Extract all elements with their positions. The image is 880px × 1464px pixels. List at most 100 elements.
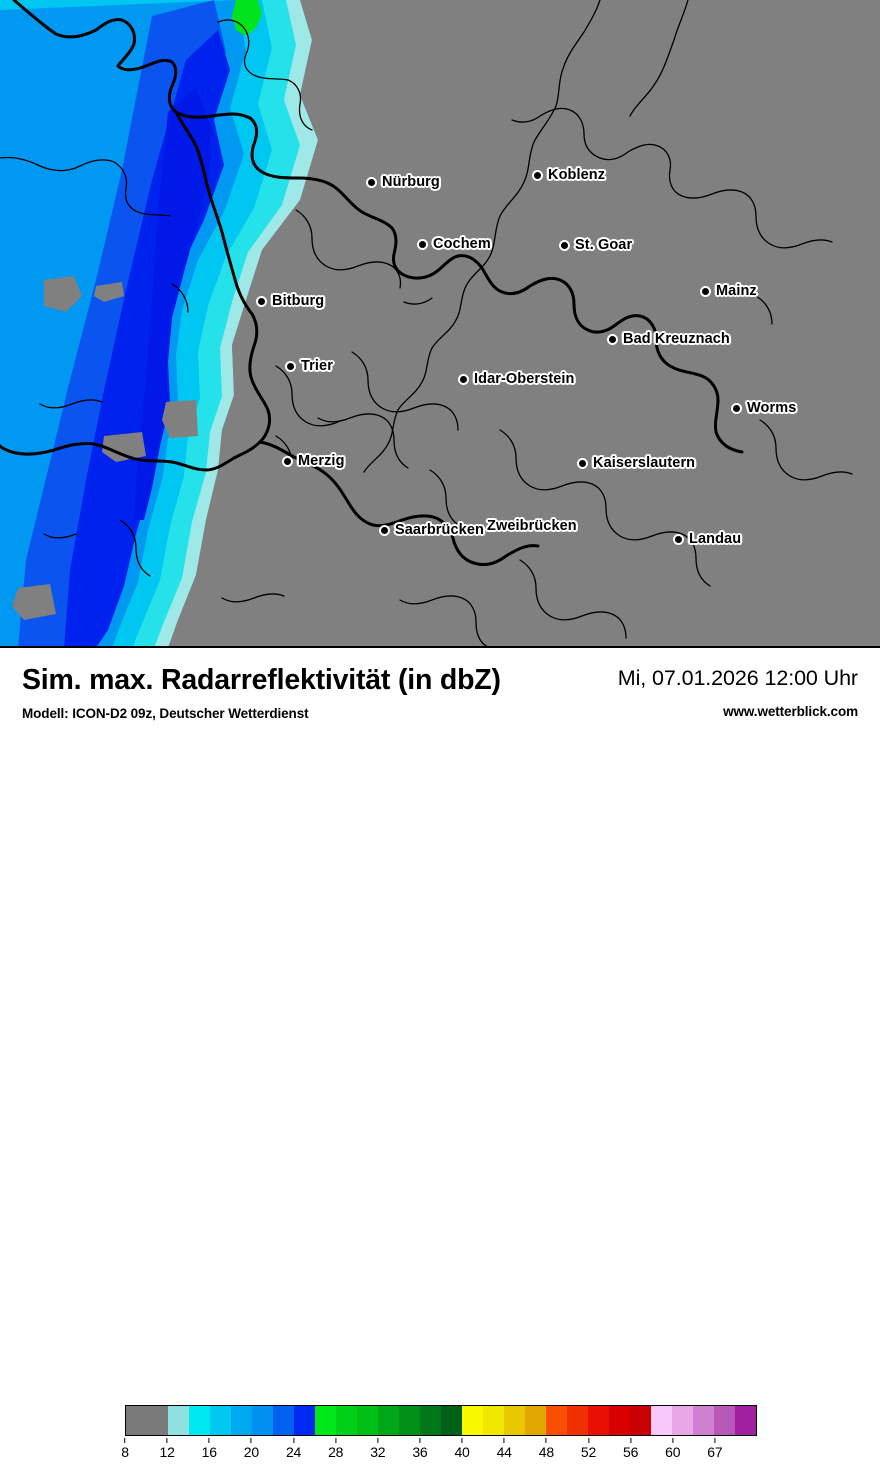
radar-hole-5 xyxy=(12,584,56,620)
model-subtitle: Modell: ICON-D2 09z, Deutscher Wetterdie… xyxy=(22,705,309,721)
city-name: Bitburg xyxy=(272,293,325,309)
colorbar-swatch xyxy=(714,1406,735,1435)
city-marker-icon xyxy=(700,285,711,297)
colorbar-swatches xyxy=(125,1405,757,1436)
city-name: Kaiserslautern xyxy=(593,455,696,471)
colorbar-tick: 44 xyxy=(497,1438,512,1460)
colorbar-tick: 12 xyxy=(160,1438,175,1460)
radar-map-panel: Nürburg Koblenz Cochem St. Goar Bitburg Mainz… xyxy=(0,0,880,648)
page-title: Sim. max. Radarreflektivität (in dbZ) xyxy=(22,664,501,696)
colorbar-swatch xyxy=(546,1406,567,1435)
colorbar-tick-line xyxy=(419,1438,421,1443)
colorbar-tick-line xyxy=(714,1438,716,1443)
colorbar-swatch xyxy=(399,1406,420,1435)
city-label-st-goar: St. Goar xyxy=(559,237,632,253)
city-marker-icon xyxy=(282,455,293,467)
website-label: www.wetterblick.com xyxy=(723,703,858,719)
colorbar-swatch xyxy=(567,1406,588,1435)
city-marker-icon xyxy=(731,402,742,414)
city-label-mainz: Mainz xyxy=(700,283,757,299)
city-label-saarbr-cken: Saarbrücken xyxy=(379,522,484,538)
colorbar-swatch xyxy=(525,1406,546,1435)
colorbar-swatch xyxy=(294,1406,315,1435)
radar-hole-4 xyxy=(162,400,198,438)
colorbar-tick-label: 44 xyxy=(496,1444,512,1460)
colorbar-tick-line xyxy=(587,1438,589,1443)
colorbar-swatch xyxy=(168,1406,189,1435)
colorbar-tick: 28 xyxy=(328,1438,343,1460)
colorbar-tick: 16 xyxy=(202,1438,217,1460)
colorbar-tick-label: 52 xyxy=(580,1444,597,1460)
colorbar-tick-label: 24 xyxy=(285,1444,302,1460)
city-name: Idar-Oberstein xyxy=(474,371,575,387)
valid-datetime: Mi, 07.01.2026 12:00 Uhr xyxy=(617,666,858,690)
colorbar-tick-line xyxy=(250,1438,252,1443)
city-name: Zweibrücken xyxy=(487,518,577,534)
colorbar-swatch xyxy=(693,1406,714,1435)
colorbar-swatch xyxy=(147,1406,168,1435)
colorbar-tick: 67 xyxy=(707,1438,723,1460)
political-borders-layer xyxy=(0,0,853,646)
colorbar-tick: 36 xyxy=(412,1438,428,1460)
city-marker-icon xyxy=(577,457,588,469)
city-name: Bad Kreuznach xyxy=(623,331,730,347)
colorbar-tick-label: 20 xyxy=(243,1444,259,1460)
title-block: Sim. max. Radarreflektivität (in dbZ) Mo… xyxy=(22,666,501,721)
colorbar-tick-line xyxy=(461,1438,463,1443)
colorbar-swatch xyxy=(651,1406,672,1435)
colorbar-tick-label: 32 xyxy=(370,1444,386,1460)
colorbar-swatch xyxy=(210,1406,231,1435)
colorbar-ticks: 8 12 16 20 24 28 32 36 40 44 48 52 56 60 67 xyxy=(121,1438,757,1464)
colorbar-tick-line xyxy=(377,1438,379,1443)
radar-hole-2 xyxy=(94,282,124,302)
city-marker-icon xyxy=(458,373,469,385)
city-label-koblenz: Koblenz xyxy=(532,167,605,183)
city-label-idar-oberstein: Idar-Oberstein xyxy=(458,371,575,387)
district-boundaries xyxy=(0,0,853,646)
footer-panel: Sim. max. Radarreflektivität (in dbZ) Mo… xyxy=(0,648,880,1460)
city-marker-icon xyxy=(559,239,570,251)
city-label-cochem: Cochem xyxy=(417,236,491,252)
city-name: Trier xyxy=(301,358,333,374)
city-label-landau: Landau xyxy=(673,531,741,547)
colorbar-swatch xyxy=(462,1406,483,1435)
colorbar-tick-label: 48 xyxy=(538,1444,554,1460)
colorbar-swatch xyxy=(483,1406,504,1435)
colorbar-swatch xyxy=(672,1406,693,1435)
colorbar-swatch xyxy=(273,1406,294,1435)
colorbar-tick-line xyxy=(335,1438,337,1443)
colorbar-swatch xyxy=(231,1406,252,1435)
echo-free-area xyxy=(168,0,880,646)
city-name: Merzig xyxy=(298,453,345,469)
colorbar-tick-line xyxy=(208,1438,210,1443)
colorbar-swatch xyxy=(588,1406,609,1435)
city-label-zweibr-cken: Zweibrücken xyxy=(487,518,577,534)
colorbar-swatch xyxy=(735,1406,756,1435)
colorbar-swatch xyxy=(189,1406,210,1435)
city-name: St. Goar xyxy=(575,237,633,253)
city-marker-icon xyxy=(285,360,296,372)
city-label-n-rburg: Nürburg xyxy=(366,174,440,190)
colorbar-tick-line xyxy=(293,1438,295,1443)
colorbar-tick: 48 xyxy=(539,1438,554,1460)
meta-block: Mi, 07.01.2026 12:00 Uhr www.wetterblick… xyxy=(617,666,858,719)
city-label-worms: Worms xyxy=(731,400,796,416)
city-name: Nürburg xyxy=(382,174,440,190)
city-label-merzig: Merzig xyxy=(282,453,345,469)
city-marker-icon xyxy=(417,238,428,250)
city-name: Koblenz xyxy=(548,167,606,183)
radar-core-26dbz xyxy=(134,88,212,520)
colorbar-swatch xyxy=(504,1406,525,1435)
colorbar-swatch xyxy=(420,1406,441,1435)
colorbar-tick: 8 xyxy=(121,1438,129,1460)
city-label-trier: Trier xyxy=(285,358,333,374)
city-marker-icon xyxy=(256,295,267,307)
colorbar-tick-label: 36 xyxy=(412,1444,428,1460)
radar-hole-3 xyxy=(102,432,146,462)
city-marker-icon xyxy=(673,533,684,545)
city-label-bad-kreuznach: Bad Kreuznach xyxy=(607,331,730,347)
colorbar-swatch xyxy=(378,1406,399,1435)
colorbar-tick-label: 40 xyxy=(454,1444,470,1460)
colorbar-tick-label: 12 xyxy=(159,1444,175,1460)
city-marker-icon xyxy=(379,524,390,536)
